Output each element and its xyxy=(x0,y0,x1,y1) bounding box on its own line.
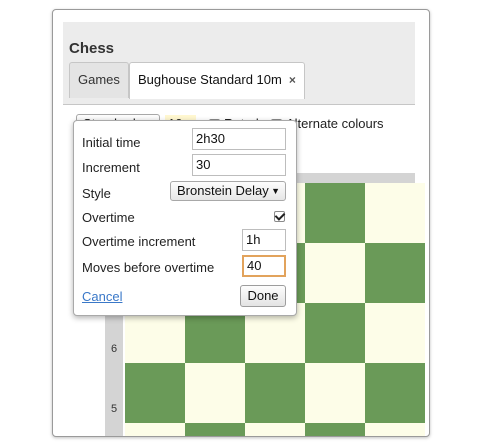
board-square[interactable] xyxy=(365,363,425,423)
close-icon[interactable]: × xyxy=(288,73,296,87)
alternate-colours-label: Alternate colours xyxy=(286,116,384,131)
board-square[interactable] xyxy=(185,363,245,423)
board-square[interactable] xyxy=(305,423,365,436)
board-square[interactable] xyxy=(125,363,185,423)
style-label: Style xyxy=(82,186,111,201)
overtime-label: Overtime xyxy=(82,210,135,225)
app-title: Chess xyxy=(69,40,115,57)
board-square[interactable] xyxy=(125,423,185,436)
board-square[interactable] xyxy=(245,363,305,423)
rank-label: 6 xyxy=(110,343,118,355)
board-square[interactable] xyxy=(365,423,425,436)
tab-bar: Games Bughouse Standard 10m × xyxy=(63,62,415,105)
board-square[interactable] xyxy=(305,363,365,423)
board-square[interactable] xyxy=(365,303,425,363)
moves-before-overtime-field[interactable]: 40 xyxy=(242,255,286,277)
increment-label: Increment xyxy=(82,160,140,175)
board-square[interactable] xyxy=(245,423,305,436)
chevron-down-icon: ▼ xyxy=(271,186,280,196)
overtime-increment-label: Overtime increment xyxy=(82,234,196,249)
overtime-increment-field[interactable]: 1h xyxy=(242,229,286,251)
cancel-link[interactable]: Cancel xyxy=(82,289,123,304)
board-square[interactable] xyxy=(305,243,365,303)
tab-games-label: Games xyxy=(78,72,120,87)
board-square[interactable] xyxy=(185,423,245,436)
style-select[interactable]: Bronstein Delay ▼ xyxy=(170,181,286,201)
style-select-value: Bronstein Delay xyxy=(177,183,269,198)
done-button[interactable]: Done xyxy=(240,285,286,307)
board-square[interactable] xyxy=(365,183,425,243)
moves-before-overtime-label: Moves before overtime xyxy=(82,260,215,275)
tab-bughouse-standard[interactable]: Bughouse Standard 10m × xyxy=(129,62,305,99)
rank-label: 5 xyxy=(110,403,118,415)
increment-field[interactable]: 30 xyxy=(192,154,286,176)
tab-games[interactable]: Games xyxy=(69,62,129,98)
time-control-popup: Initial time 2h30 Increment 30 Style Bro… xyxy=(73,120,297,316)
board-square[interactable] xyxy=(305,303,365,363)
board-square[interactable] xyxy=(305,183,365,243)
initial-time-label: Initial time xyxy=(82,135,141,150)
tab-bughouse-label: Bughouse Standard 10m xyxy=(138,72,282,87)
overtime-checkbox[interactable] xyxy=(274,211,285,222)
initial-time-field[interactable]: 2h30 xyxy=(192,128,286,150)
board-square[interactable] xyxy=(365,243,425,303)
